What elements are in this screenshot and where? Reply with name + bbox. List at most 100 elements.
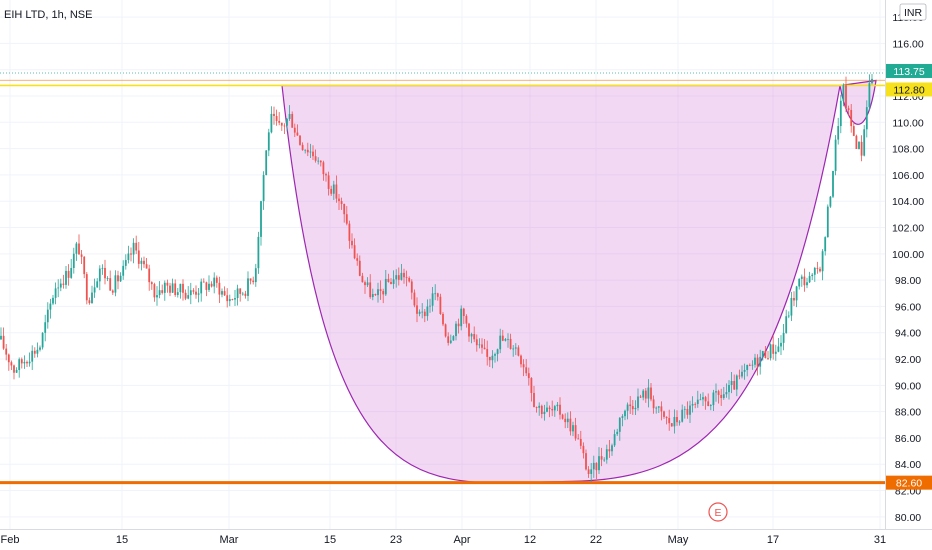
candle <box>309 143 312 159</box>
candle <box>429 298 431 313</box>
candle <box>676 410 678 426</box>
candle <box>663 410 665 419</box>
candle <box>127 245 130 264</box>
candle <box>169 282 171 297</box>
candle <box>800 274 803 287</box>
candle <box>806 277 808 289</box>
candle <box>213 272 216 294</box>
candle <box>325 172 327 182</box>
candle <box>499 328 502 354</box>
candle <box>80 249 83 265</box>
candle <box>741 365 743 379</box>
earnings-marker-icon[interactable]: E <box>708 502 728 522</box>
candle <box>267 128 270 157</box>
candle <box>717 389 720 404</box>
candle <box>306 142 309 157</box>
candle <box>707 393 710 407</box>
candle <box>720 388 723 406</box>
candle <box>369 274 372 299</box>
candle <box>520 354 522 368</box>
candle <box>221 288 223 298</box>
candle <box>291 111 294 128</box>
candle <box>340 197 343 210</box>
candle <box>405 270 408 287</box>
candle <box>592 455 595 478</box>
y-tick-label: 102.00 <box>892 223 924 235</box>
candle <box>772 335 775 360</box>
candle <box>140 257 143 271</box>
candle <box>343 203 346 223</box>
candle <box>616 428 619 437</box>
candle <box>494 352 496 363</box>
candle <box>512 345 515 357</box>
candle <box>33 347 36 358</box>
candle <box>327 171 330 196</box>
candle <box>561 413 564 420</box>
candle <box>304 149 307 154</box>
candle <box>20 357 23 369</box>
candle <box>691 396 694 413</box>
candle <box>665 416 668 425</box>
candle <box>312 145 314 161</box>
candle <box>57 279 60 298</box>
candle <box>611 443 613 456</box>
candle <box>535 406 538 413</box>
candle <box>686 401 689 419</box>
x-tick-label: May <box>668 534 689 546</box>
candle <box>252 276 255 285</box>
candle <box>522 359 525 377</box>
candle <box>179 283 182 299</box>
candle <box>67 264 70 286</box>
candle <box>699 393 702 401</box>
candle <box>858 141 860 150</box>
candle <box>195 285 197 299</box>
candle <box>530 377 533 402</box>
candle <box>231 298 234 301</box>
candle <box>257 231 260 274</box>
y-tick-label: 108.00 <box>892 144 924 156</box>
candle <box>223 286 226 296</box>
chart-title: EIH LTD, 1h, NSE <box>4 9 92 21</box>
candle <box>826 204 829 238</box>
candle <box>504 338 507 342</box>
candle <box>202 278 205 283</box>
candle <box>434 284 437 301</box>
candle <box>481 338 483 354</box>
candle <box>247 271 249 302</box>
candle <box>629 396 632 415</box>
candle <box>397 267 400 286</box>
candle <box>787 311 790 319</box>
candle <box>314 149 317 163</box>
candle <box>273 106 275 125</box>
candle <box>351 233 353 249</box>
candle <box>280 122 283 131</box>
candle <box>153 282 156 302</box>
candle <box>44 314 47 342</box>
candle <box>709 404 712 411</box>
y-tick-label: 84.00 <box>895 459 921 471</box>
candle <box>91 285 93 304</box>
candle <box>642 389 645 401</box>
candle <box>226 288 229 308</box>
candle <box>655 406 658 414</box>
candle <box>624 409 626 421</box>
candle <box>148 264 151 291</box>
candle <box>122 260 125 280</box>
x-tick-label: Mar <box>220 534 239 546</box>
candle <box>452 335 455 341</box>
candle <box>442 312 444 327</box>
candle <box>543 404 546 421</box>
candle <box>356 253 359 266</box>
candle <box>174 279 177 297</box>
candle <box>423 308 426 323</box>
candle <box>865 100 868 138</box>
candle <box>722 386 725 400</box>
y-tick-label: 94.00 <box>895 328 921 340</box>
candle <box>36 342 39 358</box>
candle <box>52 295 54 306</box>
candle <box>192 288 195 295</box>
candle <box>748 363 751 367</box>
candle <box>387 273 390 283</box>
candle <box>702 392 704 407</box>
